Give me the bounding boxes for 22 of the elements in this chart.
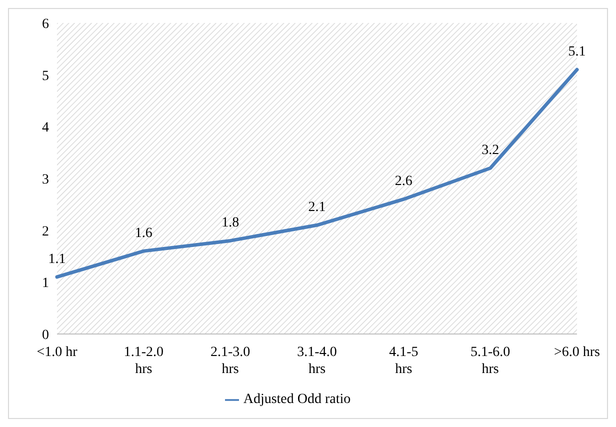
x-tick-label: 3.1-4.0 hrs (297, 345, 337, 377)
data-label: 5.1 (568, 44, 586, 60)
data-label: 3.2 (482, 143, 500, 158)
y-tick-label: 0 (42, 328, 49, 343)
data-label: 2.1 (308, 200, 326, 216)
x-tick-label: 1.1-2.0 hrs (124, 345, 164, 377)
legend-label: Adjusted Odd ratio (243, 392, 351, 407)
data-label: 1.8 (222, 216, 240, 231)
x-tick-label: <1.0 hr (36, 345, 78, 360)
y-tick-label: 2 (42, 224, 49, 240)
y-tick-label: 1 (42, 276, 49, 292)
data-label: 1.6 (134, 226, 152, 242)
x-tick-label: 2.1-3.0 hrs (210, 345, 250, 377)
x-tick-label: 4.1-5 hrs (389, 345, 418, 377)
y-tick-label: 3 (42, 172, 49, 188)
data-label: 2.6 (394, 174, 412, 190)
x-tick-label: 5.1-6.0 hrs (470, 345, 510, 377)
data-label: 1.1 (48, 252, 66, 267)
y-tick-label: 5 (42, 68, 49, 84)
x-tick-label: >6.0 hrs (554, 345, 600, 360)
y-tick-label: 4 (42, 120, 49, 136)
y-tick-label: 6 (42, 16, 49, 32)
